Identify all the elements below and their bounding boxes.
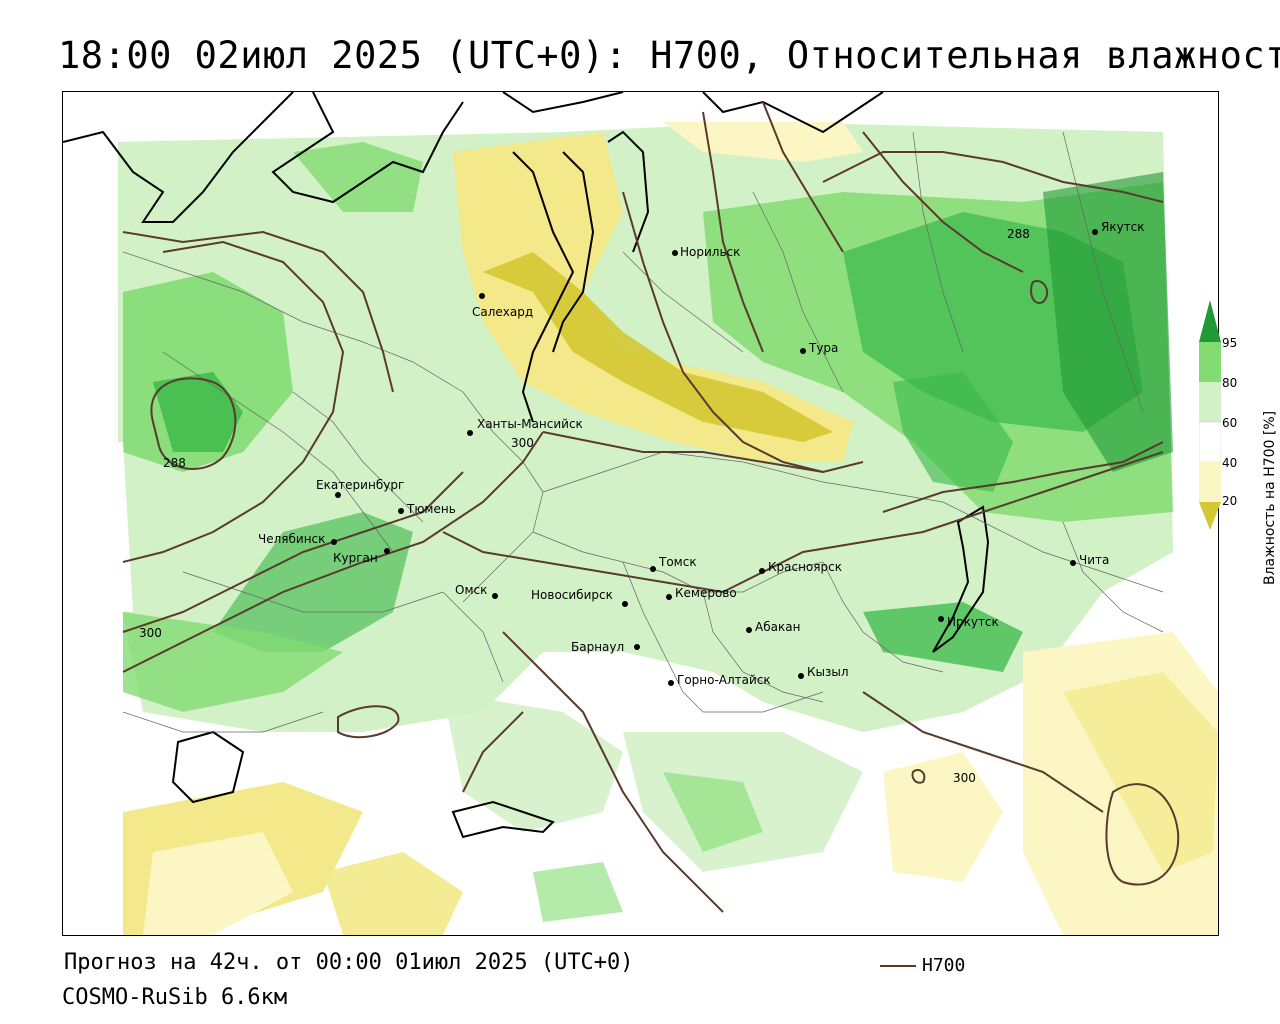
city-chelyabinsk[interactable]: Челябинск (258, 532, 337, 546)
coastline-layer (63, 92, 990, 839)
city-kyzyl[interactable]: Кызыл (798, 665, 849, 679)
city-yekaterinburg[interactable]: Екатеринбург (316, 478, 404, 498)
legend-line-swatch (880, 964, 916, 967)
svg-text:Норильск: Норильск (680, 245, 740, 259)
colorbar-tick: 40 (1222, 456, 1238, 470)
model-info: COSMO-RuSib 6.6км (62, 985, 288, 1010)
city-khanty-mansiysk[interactable]: Ханты-Мансийск (467, 417, 583, 436)
svg-text:Кемерово: Кемерово (675, 586, 737, 600)
city-krasnoyarsk[interactable]: Красноярск (759, 560, 842, 574)
svg-text:Ханты-Мансийск: Ханты-Мансийск (477, 417, 583, 431)
contour-label: 300 (139, 626, 162, 640)
svg-text:Чита: Чита (1079, 553, 1109, 567)
colorbar-title: Влажность на H700 [%] (1262, 410, 1278, 585)
map-canvas: 288 300 300 288 300 300 Якутск Норильск … (63, 92, 1218, 935)
city-yakutsk[interactable]: Якутск (1092, 220, 1145, 235)
contour-legend: H700 (880, 955, 965, 976)
city-novosibirsk[interactable]: Новосибирск (531, 588, 628, 607)
city-barnaul[interactable]: Барнаул (571, 640, 640, 654)
svg-text:Горно-Алтайск: Горно-Алтайск (677, 673, 771, 687)
humidity-fill-layer (63, 122, 1218, 935)
svg-text:Кызыл: Кызыл (807, 665, 849, 679)
colorbar-tick: 95 (1222, 336, 1238, 350)
contour-label: 300 (511, 436, 534, 450)
svg-text:Барнаул: Барнаул (571, 640, 624, 654)
svg-text:Абакан: Абакан (755, 620, 800, 634)
humidity-colorbar (1199, 300, 1221, 530)
weather-map[interactable]: 288 300 300 288 300 300 Якутск Норильск … (62, 91, 1219, 936)
contour-label: 300 (953, 771, 976, 785)
cities: Якутск Норильск Салехард Тура Ханты-Манс… (258, 220, 1145, 687)
svg-text:Якутск: Якутск (1101, 220, 1145, 234)
svg-text:Екатеринбург: Екатеринбург (316, 478, 404, 492)
forecast-info: Прогноз на 42ч. от 00:00 01июл 2025 (UTC… (64, 950, 634, 975)
contour-label: 288 (163, 456, 186, 470)
city-kemerovo[interactable]: Кемерово (666, 586, 737, 600)
contour-labels: 288 300 300 288 300 300 (139, 227, 1030, 785)
svg-text:Тюмень: Тюмень (406, 502, 456, 516)
svg-text:Томск: Томск (658, 555, 697, 569)
city-chita[interactable]: Чита (1070, 553, 1109, 567)
city-kurgan[interactable]: Курган (333, 548, 390, 565)
svg-text:Курган: Курган (333, 551, 378, 565)
map-title: 18:00 02июл 2025 (UTC+0): H700, Относите… (58, 34, 1280, 77)
city-abakan[interactable]: Абакан (746, 620, 800, 634)
city-salekhard[interactable]: Салехард (472, 293, 533, 319)
colorbar-tick: 80 (1222, 376, 1238, 390)
city-irkutsk[interactable]: Иркутск (938, 615, 999, 629)
colorbar-tick: 60 (1222, 416, 1238, 430)
svg-text:Салехард: Салехард (472, 305, 533, 319)
admin-borders (122, 131, 1164, 733)
colorbar-tick: 20 (1222, 494, 1238, 508)
svg-text:Иркутск: Иркутск (947, 615, 999, 629)
city-gorno-altaysk[interactable]: Горно-Алтайск (668, 673, 771, 687)
svg-text:Омск: Омск (455, 583, 487, 597)
city-tomsk[interactable]: Томск (650, 555, 697, 572)
contour-label: 288 (1007, 227, 1030, 241)
city-omsk[interactable]: Омск (455, 583, 498, 599)
svg-text:Челябинск: Челябинск (258, 532, 325, 546)
legend-label: H700 (922, 955, 966, 976)
h700-contours (122, 101, 1180, 913)
city-tyumen[interactable]: Тюмень (398, 502, 456, 516)
svg-text:Красноярск: Красноярск (768, 560, 842, 574)
svg-text:Тура: Тура (808, 341, 838, 355)
city-norilsk[interactable]: Норильск (672, 245, 740, 259)
city-tura[interactable]: Тура (800, 341, 838, 355)
svg-text:Новосибирск: Новосибирск (531, 588, 613, 602)
